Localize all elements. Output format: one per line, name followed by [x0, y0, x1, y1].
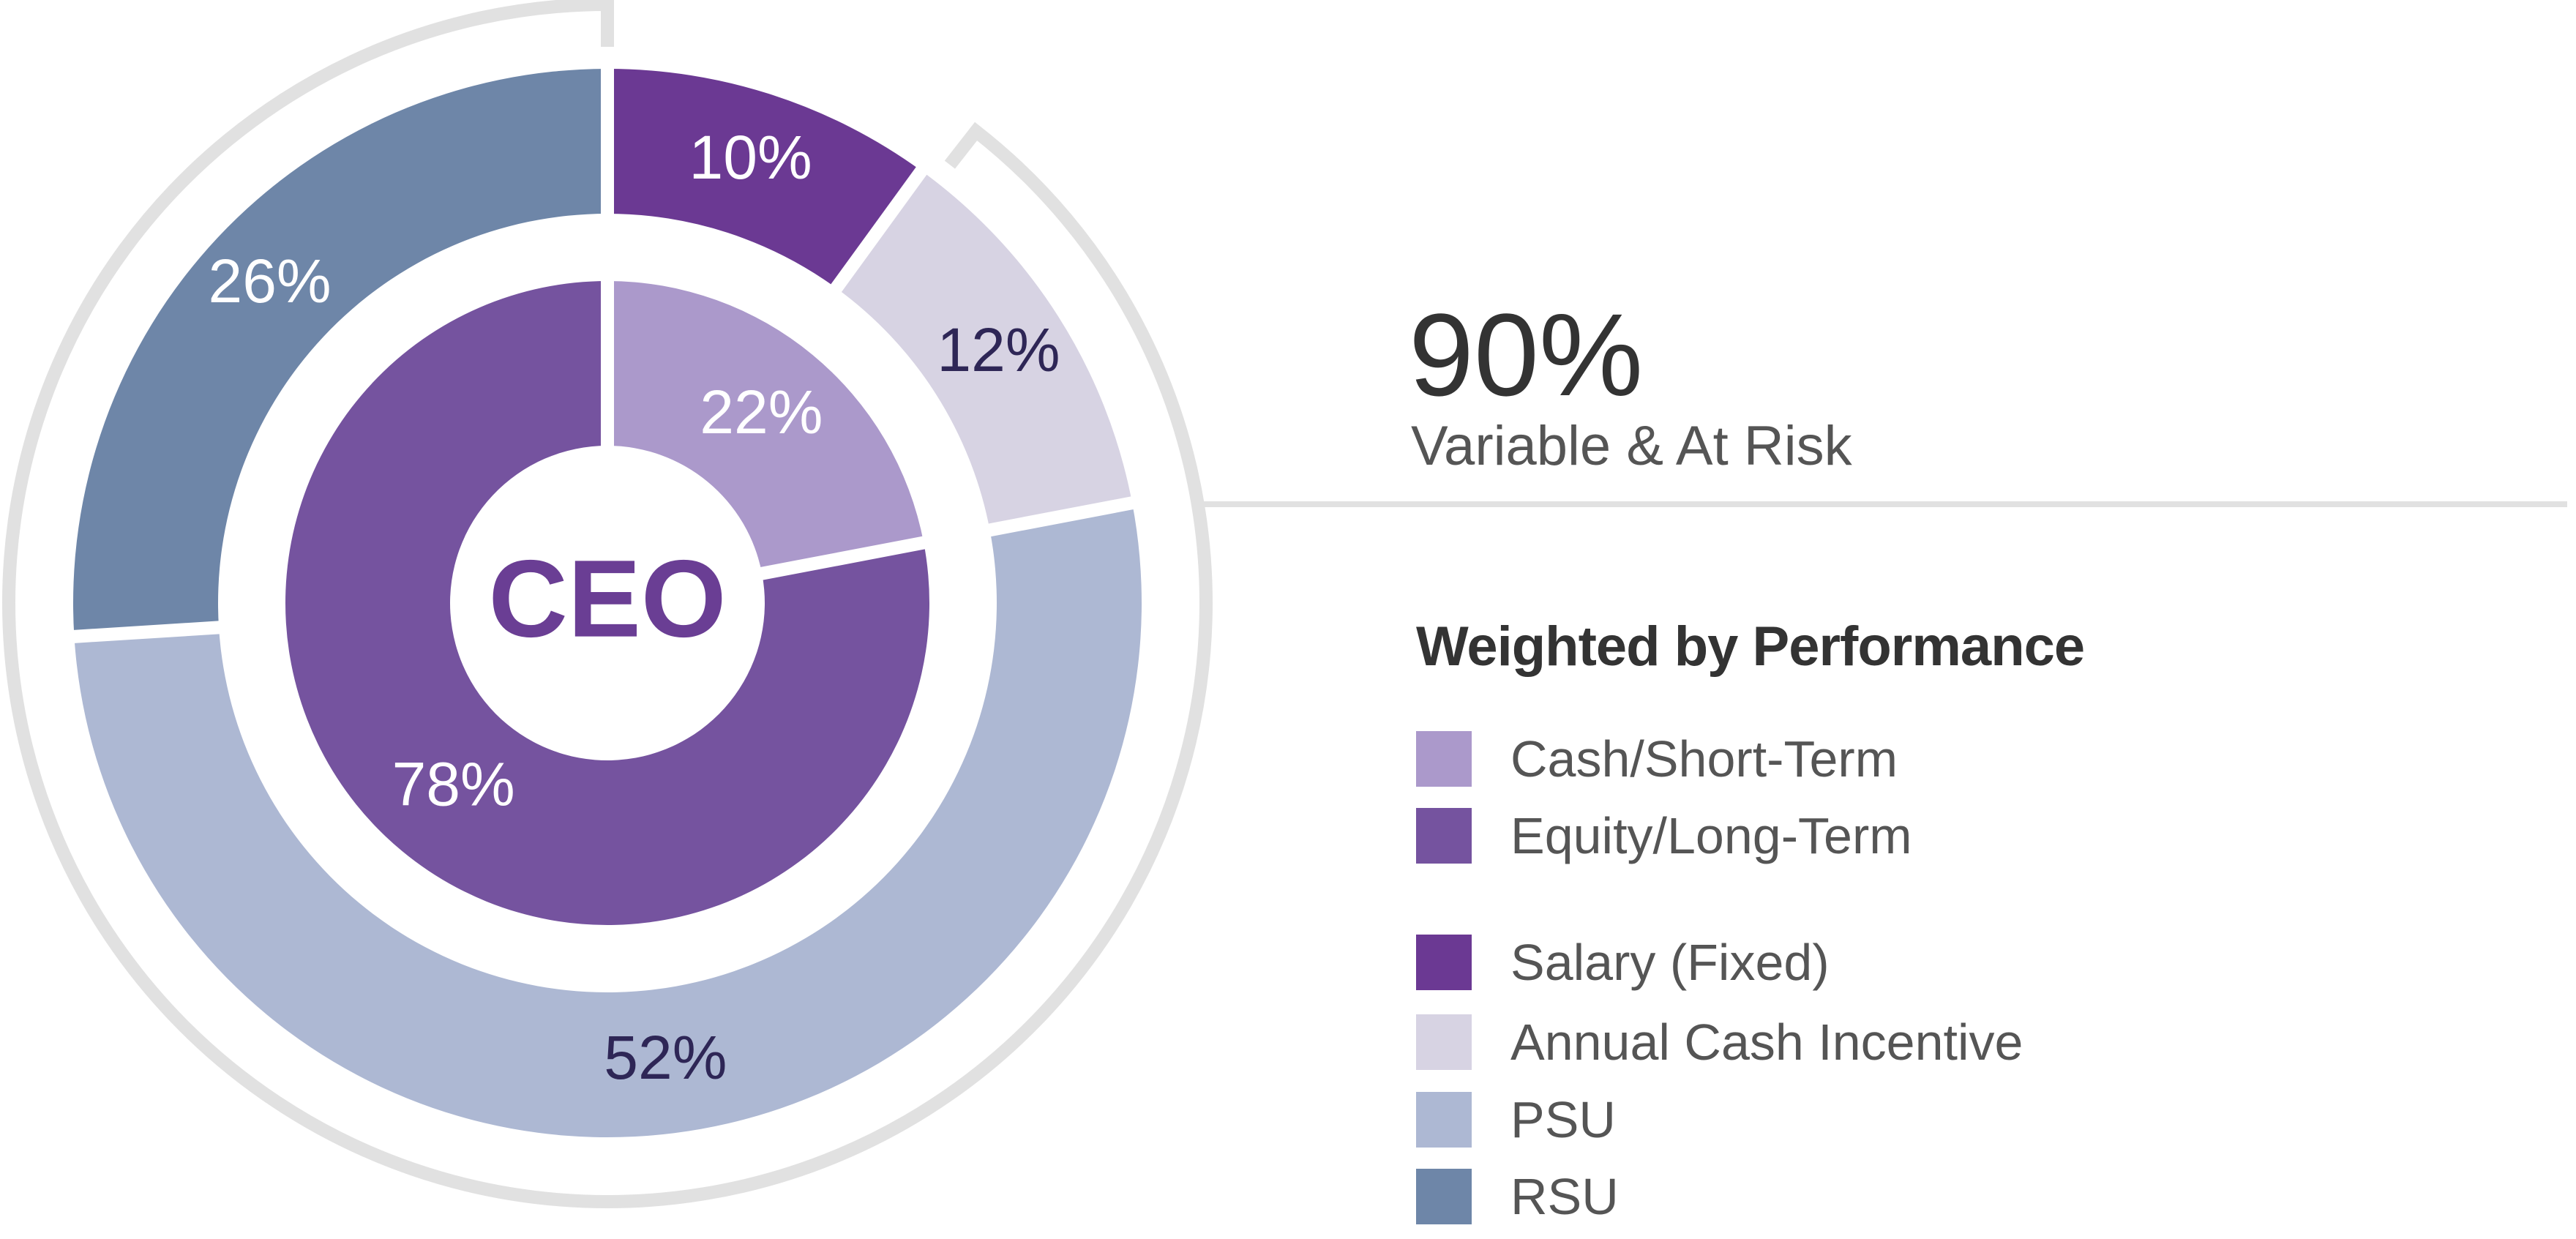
slice-label-equity-long-term: 78%	[392, 749, 515, 818]
slice-psu	[74, 503, 1142, 1137]
slice-label-rsu: 26%	[209, 247, 332, 315]
legend-item-annual-cash-incentive: Annual Cash Incentive	[1416, 1014, 2023, 1070]
legend-item-rsu: RSU	[1416, 1169, 1619, 1224]
slice-label-cash-short-term: 22%	[700, 378, 823, 446]
inner-ring	[285, 278, 929, 926]
slice-separator	[70, 621, 222, 644]
slice-separator	[757, 535, 928, 581]
legend-label: Salary (Fixed)	[1510, 934, 1830, 991]
slice-equity-long-term	[285, 281, 929, 926]
legend-label: Annual Cash Incentive	[1510, 1014, 2023, 1071]
variable-at-risk-bracket	[2, 0, 2567, 1208]
legend-label: PSU	[1510, 1091, 1616, 1148]
legend-title: Weighted by Performance	[1416, 615, 2085, 678]
legend-swatch	[1416, 1014, 1472, 1070]
outer-ring	[70, 66, 1142, 1137]
legend-label: Equity/Long-Term	[1510, 807, 1912, 864]
slice-label-annual-cash-incentive: 12%	[937, 315, 1060, 384]
variable-at-risk-caption: Variable & At Risk	[1411, 415, 1852, 477]
slice-rsu	[72, 69, 607, 637]
variable-at-risk-value: 90%	[1409, 289, 1644, 420]
slice-separator	[829, 164, 929, 295]
legend-swatch	[1416, 1169, 1472, 1224]
slice-annual-cash-incentive	[836, 171, 1133, 531]
center-label: CEO	[488, 537, 726, 660]
legend-swatch	[1416, 1092, 1472, 1148]
slice-separator	[985, 495, 1137, 537]
slice-labels: 10% 12% 52% 26% 22% 78%	[209, 123, 1060, 1092]
slice-salary-fixed	[607, 69, 922, 288]
slice-cash-short-term	[607, 281, 924, 574]
legend-item-salary-fixed: Salary (Fixed)	[1416, 935, 1830, 990]
slice-label-salary-fixed: 10%	[689, 123, 812, 192]
legend-item-cash-short-term: Cash/Short-Term	[1416, 731, 1898, 787]
variable-bracket-arc	[2, 0, 1213, 1208]
legend-item-equity-long-term: Equity/Long-Term	[1416, 808, 1912, 864]
legend-label: Cash/Short-Term	[1510, 730, 1898, 787]
legend-item-psu: PSU	[1416, 1092, 1616, 1148]
slice-label-psu: 52%	[604, 1023, 727, 1092]
legend-swatch	[1416, 808, 1472, 864]
legend-swatch	[1416, 935, 1472, 990]
legend-label: RSU	[1510, 1168, 1619, 1225]
legend-swatch	[1416, 731, 1472, 787]
